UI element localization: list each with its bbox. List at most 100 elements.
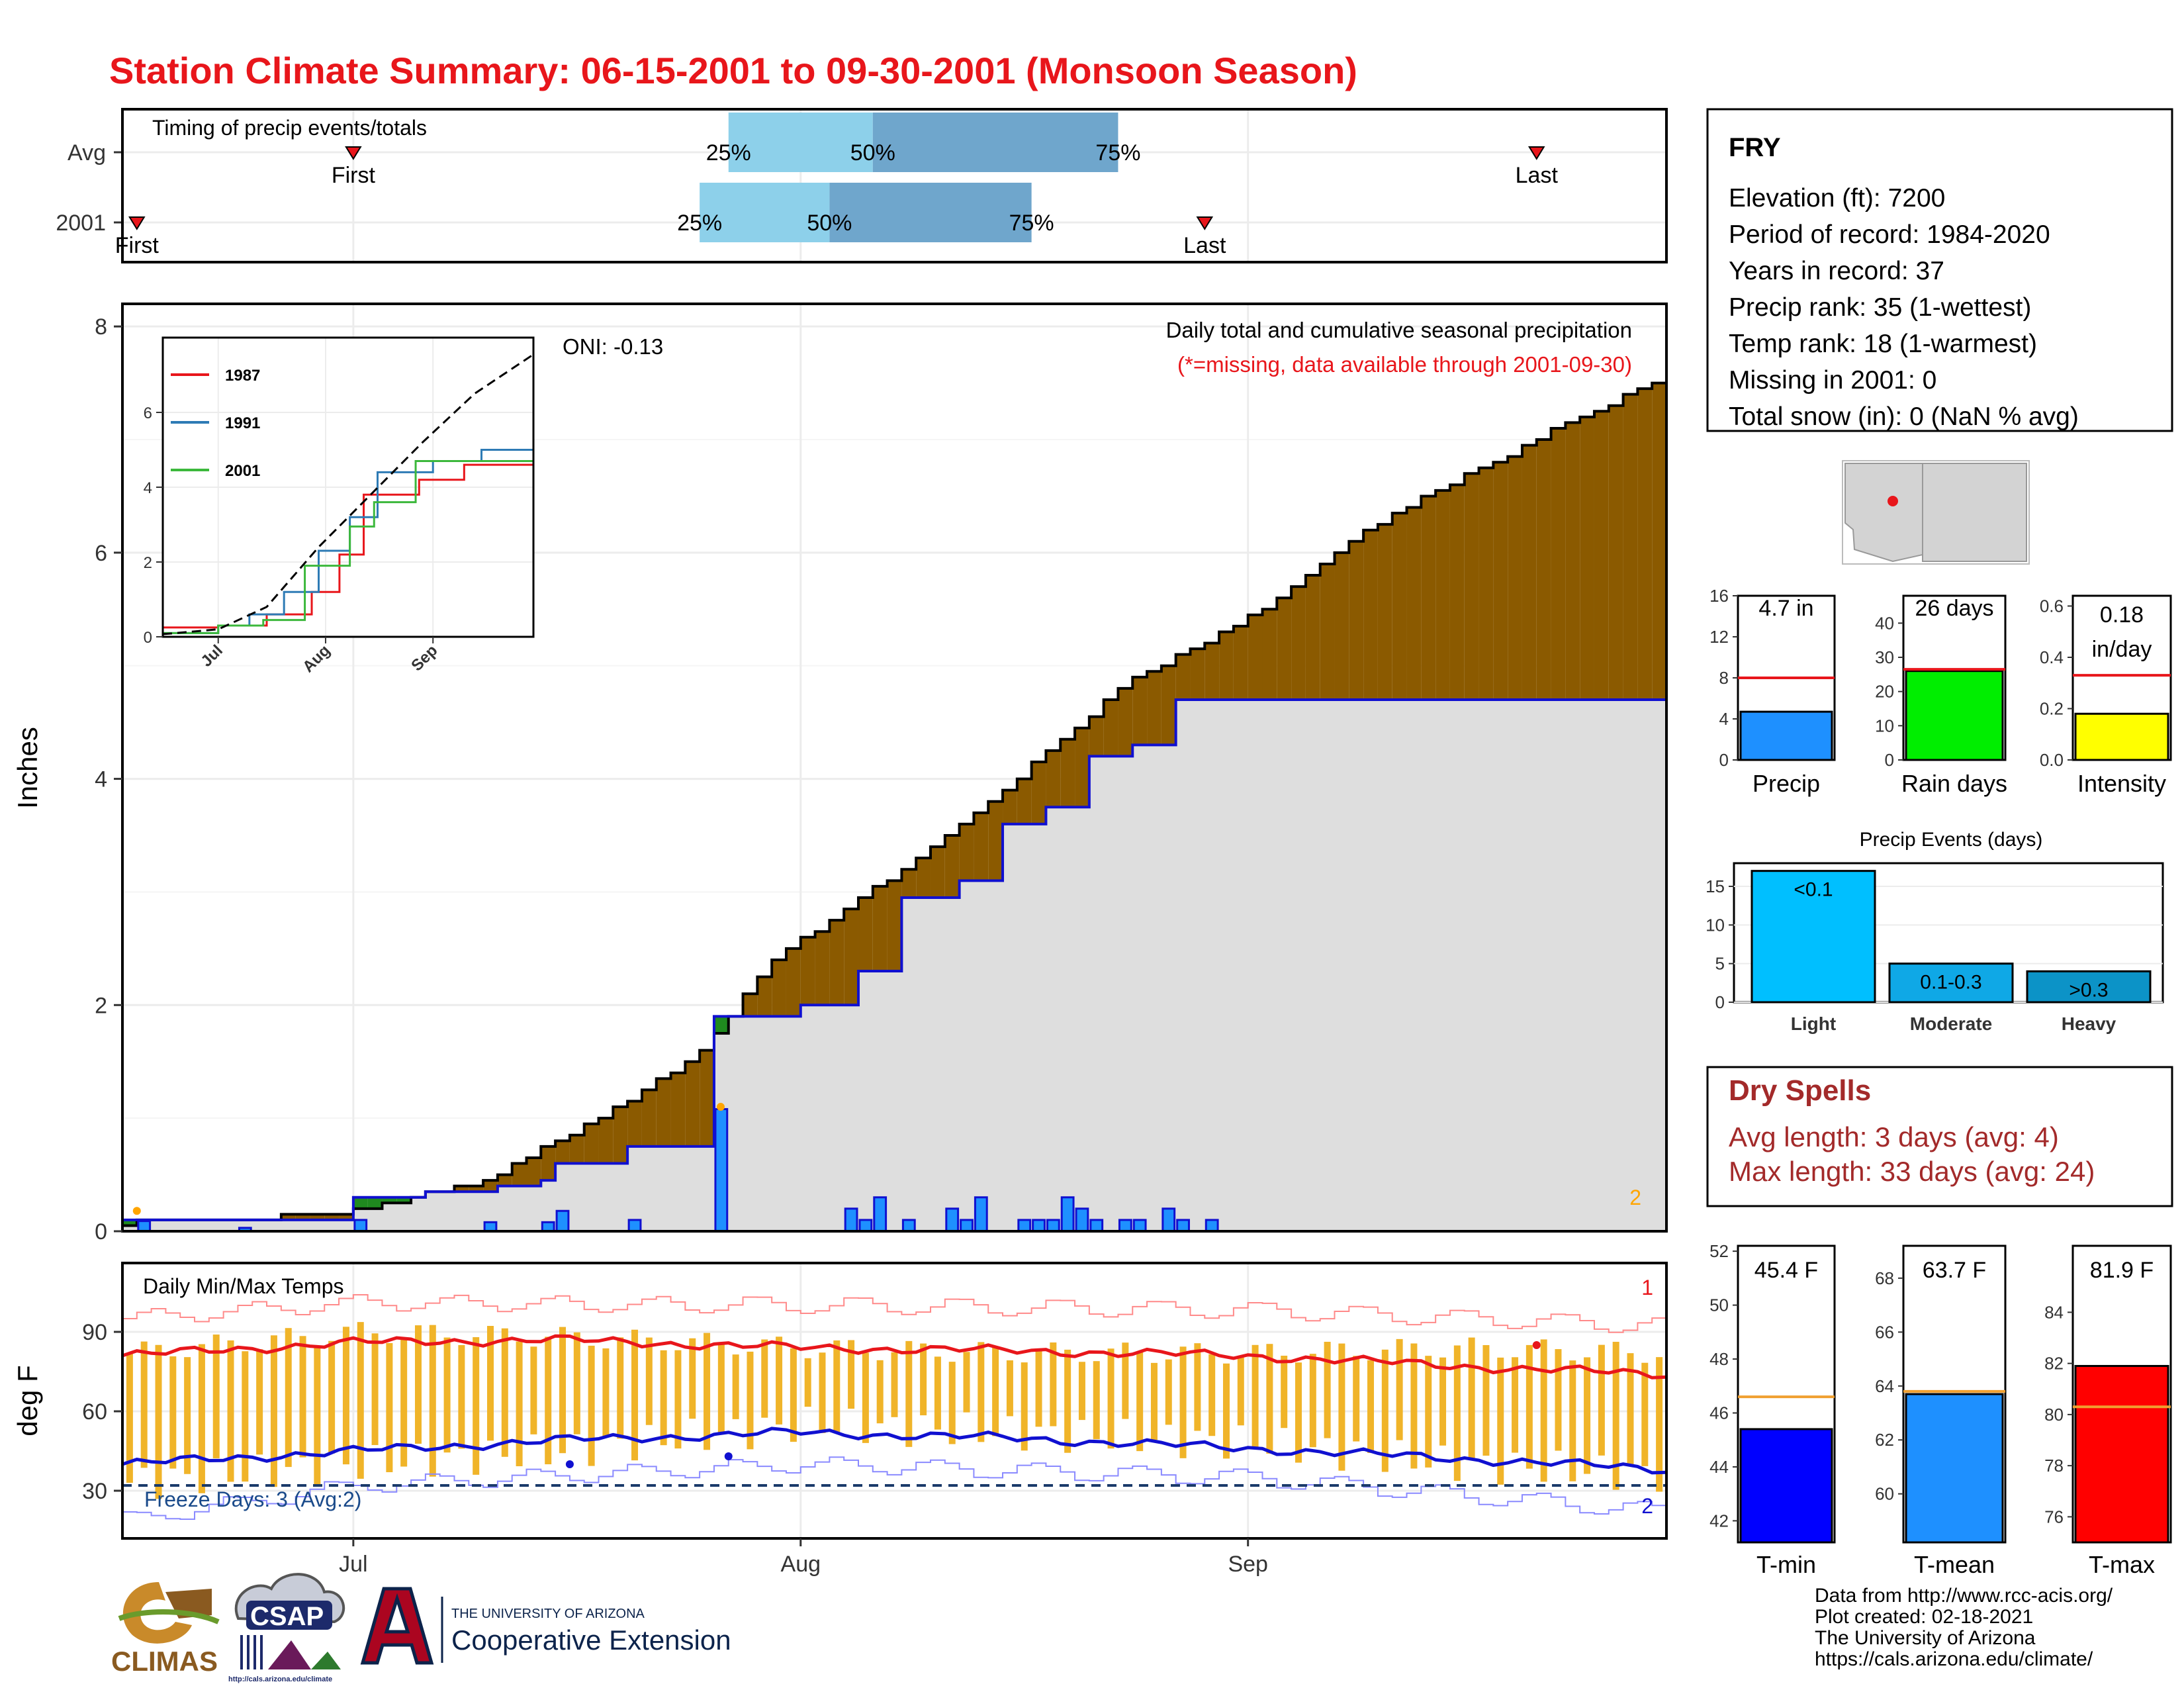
daily-temp-range-bar: [429, 1325, 436, 1477]
station-info-line: Precip rank: 35 (1-wettest): [1729, 293, 2031, 322]
temp-bar-y-tick-label: 60: [1875, 1484, 1894, 1504]
daily-temp-range-bar: [414, 1325, 422, 1444]
temp-bar-value-label: 81.9 F: [2090, 1258, 2154, 1283]
daily-temp-range-bar: [559, 1327, 567, 1454]
temp-bar-y-tick-label: 62: [1875, 1430, 1894, 1450]
difference-block: [1046, 750, 1061, 808]
temp-y-tick-label: 60: [82, 1399, 107, 1425]
timing-row-label: 2001: [56, 211, 106, 236]
daily-temp-range-bar: [1410, 1343, 1418, 1469]
difference-block: [353, 1197, 368, 1209]
daily-temp-range-bar: [371, 1333, 379, 1445]
precip-events-title: Precip Events (days): [1860, 829, 2043, 851]
difference-block: [1003, 790, 1017, 824]
difference-block: [1349, 541, 1364, 700]
precip-events-y-tick-label: 10: [1706, 915, 1725, 935]
difference-block: [1277, 598, 1292, 700]
difference-block: [988, 801, 1003, 881]
page-title: Station Climate Summary: 06-15-2001 to 0…: [109, 50, 1357, 91]
difference-block: [772, 959, 786, 1017]
daily-temp-range-bar: [256, 1349, 263, 1455]
state-arizona-map: [1844, 463, 1923, 563]
difference-block: [1031, 761, 1046, 824]
daily-precip-bar: [714, 1107, 729, 1233]
inset-y-tick-label: 6: [144, 404, 152, 422]
daily-temp-range-bar: [1194, 1343, 1201, 1431]
daily-temp-range-bar: [1338, 1343, 1345, 1471]
temp-bar-y-tick-label: 82: [2044, 1354, 2064, 1374]
daily-temp-range-bar: [1281, 1356, 1288, 1429]
daily-precip-bar: [541, 1221, 555, 1233]
difference-block: [1190, 649, 1205, 700]
footer-credits: Data from http://www.rcc-acis.org/ Plot …: [1815, 1585, 2113, 1670]
daily-temp-range-bar: [689, 1338, 696, 1419]
precip-corner-count: 2: [1629, 1186, 1641, 1209]
difference-block: [670, 1072, 686, 1147]
daily-precip-bar: [1118, 1219, 1132, 1233]
daily-temp-range-bar: [1381, 1349, 1388, 1472]
daily-temp-range-bar: [848, 1340, 855, 1409]
daily-temp-range-bar: [1222, 1363, 1230, 1459]
mini-bar-value: [1905, 670, 2004, 761]
daily-temp-range-bar: [1641, 1362, 1649, 1466]
precip-events-bar-label: <0.1: [1794, 879, 1833, 901]
mini-bar-category-label: Intensity: [2077, 770, 2166, 797]
climas-logo: CLIMAS: [111, 1582, 220, 1677]
difference-block: [1233, 626, 1248, 700]
difference-block: [541, 1146, 556, 1181]
difference-block: [916, 858, 931, 898]
difference-block: [1479, 467, 1494, 700]
dry-spells-max: Max length: 33 days (avg: 24): [1729, 1156, 2095, 1187]
daily-precip-bar: [1205, 1219, 1219, 1233]
difference-block: [931, 847, 945, 898]
temp-bar-y-tick-label: 44: [1709, 1457, 1729, 1477]
record-low-count: 2: [1641, 1494, 1653, 1518]
temp-bar-value: [2074, 1365, 2169, 1544]
temp-bar-y-tick-label: 64: [1875, 1376, 1894, 1396]
csap-logo: CSAP http://cals.arizona.edu/climate: [228, 1573, 345, 1683]
precip-events-category: Moderate: [1910, 1013, 1992, 1034]
daily-temp-range-bar: [486, 1326, 494, 1441]
daily-temp-range-bar: [227, 1340, 234, 1482]
precip-frame: [121, 303, 1668, 1233]
inset-y-tick-label: 2: [144, 554, 152, 572]
difference-block: [1248, 614, 1263, 700]
area-2001-cumulative: [122, 699, 1666, 1231]
difference-block: [685, 1061, 700, 1147]
daily-temp-range-bar: [1237, 1357, 1244, 1426]
temp-x-tick-label: Aug: [781, 1552, 821, 1577]
timing-first-label: First: [332, 163, 376, 188]
difference-block: [1652, 383, 1666, 700]
daily-temp-range-bar: [1540, 1339, 1547, 1482]
temp-y-tick-label: 90: [82, 1320, 107, 1345]
difference-block: [887, 880, 902, 972]
mini-bar-panels: 0 4 8 12 16 4.7 in Precip 0 10 20 30 40 26 days Rain …: [1709, 586, 2172, 797]
daily-temp-range-bar: [704, 1333, 711, 1450]
difference-block: [858, 897, 873, 972]
ua-logo: THE UNIVERSITY OF ARIZONA Cooperative Ex…: [360, 1587, 731, 1665]
daily-temp-range-bar: [1208, 1354, 1216, 1436]
line-2001-cumulative: [122, 698, 1666, 1221]
daily-temp-range-bar: [1122, 1342, 1129, 1419]
record-low-marker: [565, 1460, 574, 1468]
difference-block: [829, 920, 844, 1006]
difference-block: [613, 1107, 628, 1164]
daily-temp-range-bar: [516, 1341, 523, 1466]
mini-bar-y-tick-label: 20: [1875, 682, 1894, 702]
precip-note-title: Daily total and cumulative seasonal prec…: [1166, 318, 1632, 342]
temp-y-tick-label: 30: [82, 1479, 107, 1504]
daily-precip-bar: [901, 1219, 916, 1233]
difference-block: [974, 812, 989, 881]
difference-block: [1118, 688, 1133, 757]
difference-block: [1147, 671, 1161, 745]
inset-line-average: [162, 353, 534, 635]
daily-temp-range-bar: [891, 1352, 898, 1417]
difference-block: [1565, 422, 1580, 700]
precip-events-bar-label: 0.1-0.3: [1920, 972, 1981, 994]
precip-events-y-tick-label: 5: [1715, 954, 1725, 974]
ua-big-text: Cooperative Extension: [451, 1624, 731, 1656]
temp-bar-category-label: T-mean: [1914, 1551, 1995, 1578]
timing-bar-50-75: [872, 113, 1118, 172]
station-info-line: Elevation (ft): 7200: [1729, 184, 1945, 212]
difference-block: [396, 1197, 412, 1203]
